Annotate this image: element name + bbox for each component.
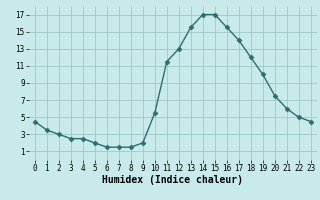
X-axis label: Humidex (Indice chaleur): Humidex (Indice chaleur) [102,175,243,185]
